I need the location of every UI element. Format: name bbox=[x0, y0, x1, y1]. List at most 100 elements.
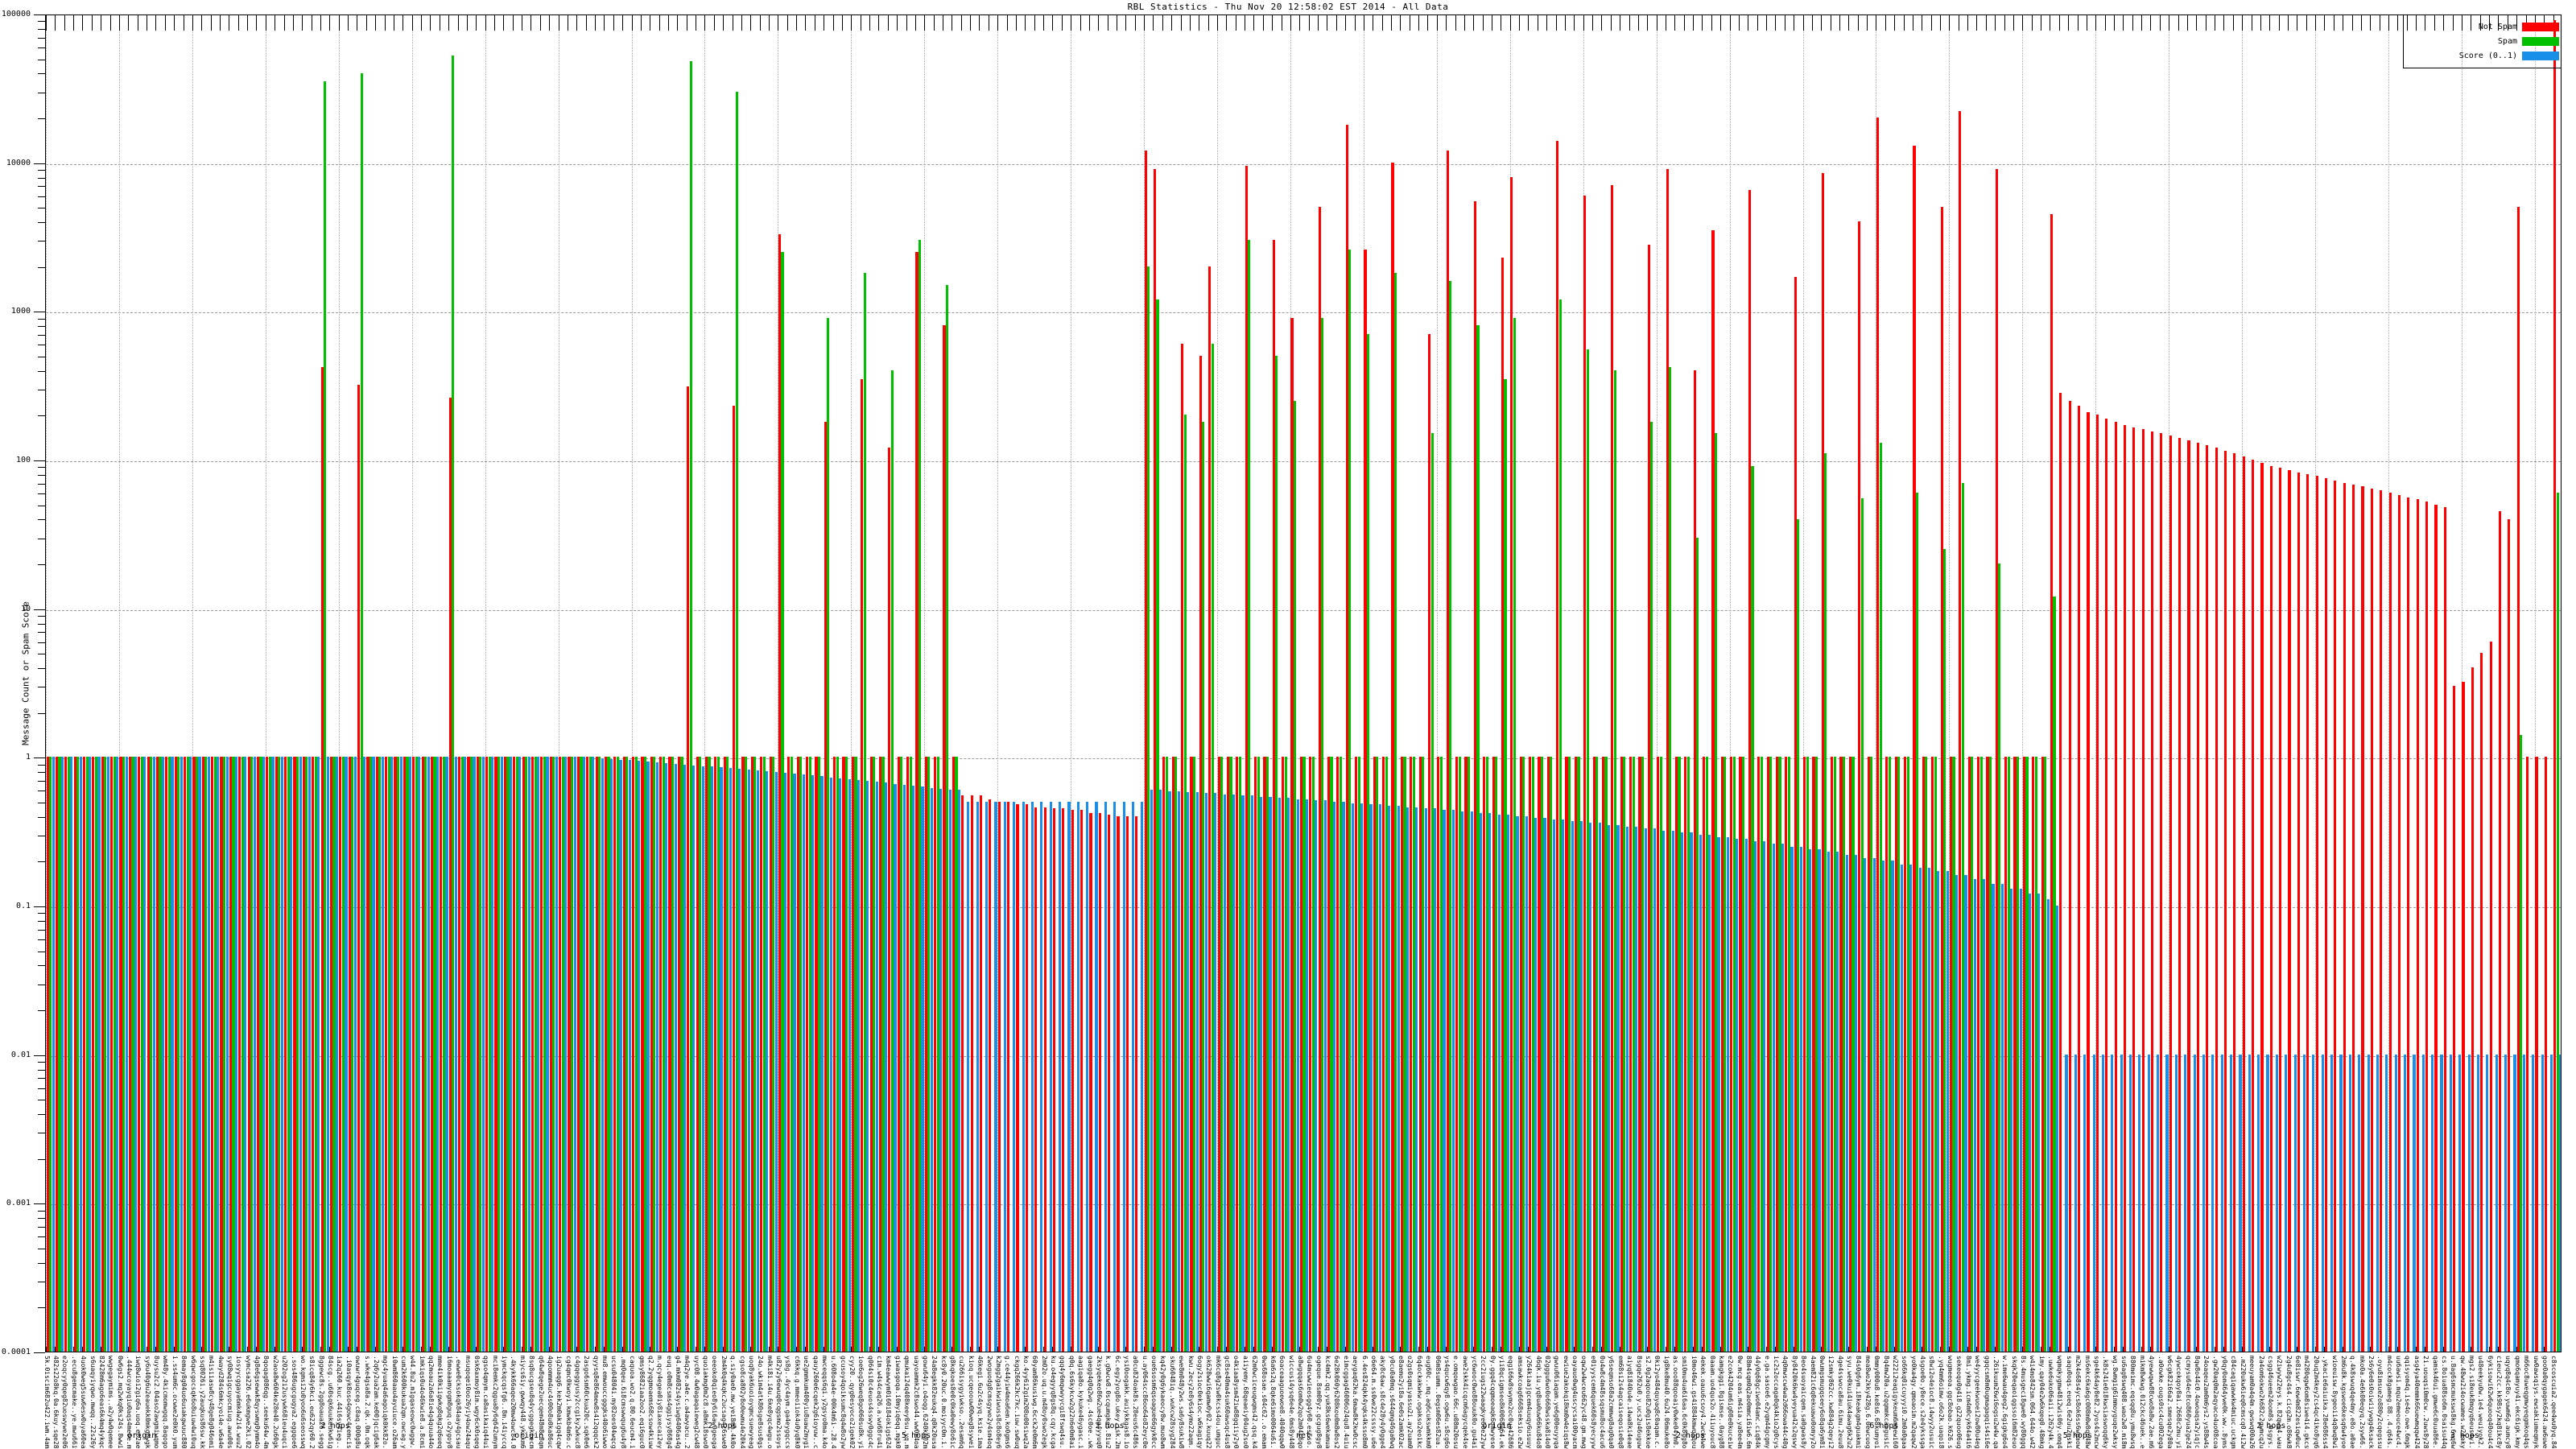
bar-spam bbox=[1952, 757, 1955, 1352]
bar-score bbox=[399, 757, 402, 1352]
x-tick-top bbox=[1043, 15, 1045, 31]
x-tick-label: 0sk6axmoy8im.wgy6ck0sqegyo bbox=[473, 1356, 481, 1449]
x-tick-label: owuwr4guqceg.c8aq.000g8u28 bbox=[354, 1356, 362, 1449]
x-tick-label: uw0awsqiys.ewsakiumeqmyk8i bbox=[2532, 1356, 2540, 1449]
bar-score bbox=[912, 786, 915, 1352]
x-tick-top bbox=[1867, 15, 1868, 31]
bar-spam bbox=[699, 757, 702, 1352]
x-tick-label: 880meimc.eqsqq8u.ymu8wsqaq bbox=[2129, 1356, 2137, 1449]
bar-score bbox=[885, 782, 888, 1352]
bar-not-spam bbox=[2462, 682, 2465, 1352]
bar-not-spam bbox=[394, 757, 397, 1352]
bar-score bbox=[2037, 894, 2041, 1352]
x-tick-top bbox=[1821, 15, 1823, 31]
bar-spam bbox=[1238, 757, 1241, 1352]
x-tick-label: cum2k600kukua2qm.owcag.y26 bbox=[400, 1356, 407, 1449]
bar-spam bbox=[49, 757, 52, 1352]
x-tick-label: skqk20eqaoiqgssoi6m82euoyu bbox=[2010, 1356, 2018, 1449]
bar-spam bbox=[744, 757, 748, 1352]
bar-not-spam bbox=[402, 757, 406, 1352]
bar-spam bbox=[735, 91, 738, 1352]
bar-score bbox=[866, 781, 869, 1352]
x-tick-top bbox=[1629, 15, 1630, 31]
bar-score bbox=[2486, 1054, 2489, 1352]
bar-not-spam bbox=[220, 757, 223, 1352]
y-tick-label: 0.001 bbox=[6, 1199, 31, 1208]
bar-not-spam bbox=[1913, 145, 1916, 1352]
bar-score bbox=[592, 757, 595, 1352]
bar-not-spam bbox=[110, 757, 114, 1352]
bar-spam bbox=[1485, 757, 1488, 1352]
bar-score bbox=[234, 757, 238, 1352]
bar-score bbox=[1562, 819, 1565, 1352]
x-tick-label: .26ikuum26wi6ogsu2w4w.qae2 bbox=[1992, 1356, 2000, 1449]
y-tick-minor bbox=[38, 222, 45, 224]
y-tick-minor bbox=[38, 920, 45, 922]
bar-spam bbox=[1870, 757, 1873, 1352]
y-tick-minor bbox=[38, 47, 45, 48]
bar-spam bbox=[241, 757, 244, 1352]
bars-layer bbox=[46, 15, 2561, 1352]
y-tick-minor bbox=[38, 929, 45, 931]
bar-score bbox=[692, 765, 696, 1352]
x-tick-top bbox=[878, 15, 880, 31]
bar-spam bbox=[1540, 757, 1544, 1352]
bar-score bbox=[1278, 798, 1281, 1352]
x-tick-top bbox=[1766, 15, 1768, 31]
bar-spam bbox=[295, 757, 299, 1352]
x-tick-top bbox=[2351, 15, 2353, 31]
x-tick-label: syu.we0kui4iuk4awag6k2u20g bbox=[1846, 1356, 1854, 1449]
bar-score bbox=[1451, 810, 1455, 1352]
x-tick-top bbox=[1509, 15, 1511, 31]
bar-spam bbox=[1330, 757, 1333, 1352]
bar-not-spam bbox=[1812, 757, 1815, 1352]
x-tick-top bbox=[338, 15, 340, 31]
bar-score bbox=[335, 757, 339, 1352]
bar-score bbox=[1552, 819, 1555, 1352]
bar-spam bbox=[1284, 757, 1287, 1352]
bar-spam bbox=[1257, 757, 1260, 1352]
bar-not-spam bbox=[1016, 804, 1019, 1352]
bar-score bbox=[2165, 1054, 2169, 1352]
bar-not-spam bbox=[1473, 200, 1476, 1352]
bar-spam bbox=[1979, 757, 1983, 1352]
bar-score bbox=[464, 757, 467, 1352]
bar-not-spam bbox=[1638, 757, 1641, 1352]
x-tick-top bbox=[329, 15, 331, 31]
bar-spam bbox=[1422, 757, 1425, 1352]
bar-not-spam bbox=[1345, 124, 1348, 1352]
bar-spam bbox=[278, 757, 281, 1352]
bar-score bbox=[1214, 793, 1217, 1352]
bar-not-spam bbox=[1775, 757, 1779, 1352]
bar-score bbox=[655, 762, 658, 1352]
bar-spam bbox=[1156, 299, 1159, 1352]
bar-spam bbox=[1833, 757, 1836, 1352]
bar-not-spam bbox=[2206, 445, 2209, 1352]
bar-score bbox=[491, 757, 494, 1352]
x-tick-label: qauy260e6cqek2g6ioyuw..c0a bbox=[811, 1356, 819, 1449]
bar-not-spam bbox=[1556, 140, 1559, 1352]
bar-score bbox=[152, 757, 155, 1352]
bar-score bbox=[711, 766, 714, 1352]
bar-score bbox=[1351, 803, 1354, 1352]
x-tick-top bbox=[2013, 15, 2014, 31]
x-tick-label: awe2skk4icqcm6agycqek4sec8 bbox=[1461, 1356, 1469, 1449]
y-tick-minor bbox=[38, 1069, 45, 1071]
bar-not-spam bbox=[1904, 757, 1907, 1352]
bar-score bbox=[1086, 801, 1089, 1352]
x-tick-label: m4cock8gameg.88..4.q64s.ia bbox=[2385, 1356, 2393, 1449]
bar-score bbox=[189, 757, 192, 1352]
bar-not-spam bbox=[1062, 808, 1065, 1352]
bar-not-spam bbox=[2004, 757, 2008, 1352]
x-axis-group-label: origin bbox=[1482, 1422, 1512, 1430]
bar-score bbox=[2220, 1054, 2223, 1352]
bar-spam bbox=[1174, 757, 1178, 1352]
bar-score bbox=[1406, 807, 1410, 1352]
x-tick-label: gaegg4q0q2wg..4sc0oe..wk.y bbox=[1086, 1356, 1094, 1449]
x-tick-label: gmsy8682iaa2oo2.eqi6guc088 bbox=[638, 1356, 646, 1449]
x-tick-top bbox=[1463, 15, 1465, 31]
bar-spam bbox=[1659, 757, 1662, 1352]
bar-not-spam bbox=[641, 757, 644, 1352]
bar-score bbox=[1250, 795, 1253, 1352]
x-tick-top bbox=[2242, 15, 2244, 31]
